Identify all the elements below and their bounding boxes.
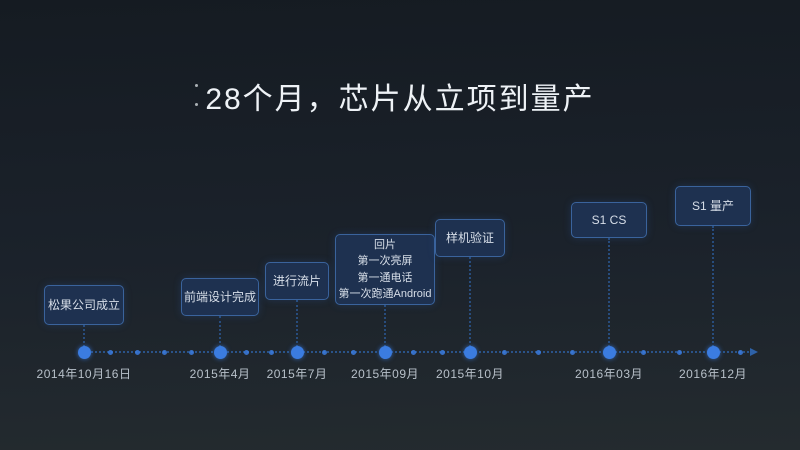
timeline-small-dot xyxy=(243,349,249,355)
milestone-date: 2015年09月 xyxy=(350,367,420,381)
milestone-date: 2014年10月16日 xyxy=(36,367,132,381)
milestone-box: 进行流片 xyxy=(265,262,329,300)
milestone-label-line: 样机验证 xyxy=(445,231,494,245)
timeline-small-dot xyxy=(569,349,575,355)
milestone-date: 2016年03月 xyxy=(574,367,644,381)
timeline-milestone-dot xyxy=(213,345,227,359)
timeline-small-dot xyxy=(535,349,541,355)
milestone-connector-line xyxy=(219,316,221,347)
slide-title: 28个月，芯片从立项到量产 xyxy=(205,83,595,116)
milestone-connector-line xyxy=(83,325,85,347)
timeline-milestone-dot xyxy=(77,345,91,359)
timeline-small-dot xyxy=(676,349,682,355)
milestone-connector-line xyxy=(384,305,386,347)
milestone-label-line: 第一通电话 xyxy=(357,271,413,284)
milestone-connector-line xyxy=(296,300,298,347)
milestone-label-line: 前端设计完成 xyxy=(183,290,256,304)
timeline-small-dot xyxy=(188,349,194,355)
milestone-connector-line xyxy=(712,226,714,347)
timeline-small-dot xyxy=(439,349,445,355)
timeline-small-dot xyxy=(640,349,646,355)
speck-artifact xyxy=(195,103,198,106)
timeline-small-dot xyxy=(350,349,356,355)
milestone-label-line: S1 量产 xyxy=(691,199,734,213)
timeline-small-dot xyxy=(410,349,416,355)
timeline-small-dot xyxy=(161,349,167,355)
timeline-milestone-dot xyxy=(706,345,720,359)
milestone-date: 2015年4月 xyxy=(189,367,251,381)
timeline-small-dot xyxy=(134,349,140,355)
milestone-label-line: 回片 xyxy=(374,238,396,251)
milestone-date: 2015年7月 xyxy=(266,367,328,381)
timeline-small-dot xyxy=(501,349,507,355)
timeline-small-dot xyxy=(268,349,274,355)
milestone-connector-line xyxy=(608,238,610,347)
milestone-box: 前端设计完成 xyxy=(181,278,259,316)
milestone-connector-line xyxy=(469,257,471,347)
milestone-label-line: 第一次亮屏 xyxy=(357,255,413,267)
milestone-box: S1 量产 xyxy=(675,186,751,226)
milestone-date: 2016年12月 xyxy=(678,367,748,381)
speck-artifact xyxy=(195,84,198,87)
timeline-line xyxy=(83,351,749,353)
milestone-label-line: S1 CS xyxy=(591,213,627,227)
milestone-label-line: 进行流片 xyxy=(272,274,321,288)
timeline-small-dot xyxy=(107,349,113,355)
timeline-milestone-dot xyxy=(290,345,304,359)
milestone-box: S1 CS xyxy=(571,202,647,238)
timeline-small-dot xyxy=(737,349,743,355)
milestone-label-line: 松果公司成立 xyxy=(47,298,120,312)
timeline-milestone-dot xyxy=(602,345,616,359)
milestone-date: 2015年10月 xyxy=(435,367,505,381)
milestone-box: 松果公司成立 xyxy=(44,285,124,325)
milestone-box: 样机验证 xyxy=(435,219,505,257)
timeline-small-dot xyxy=(321,349,327,355)
timeline-arrow-icon xyxy=(750,348,758,356)
timeline-milestone-dot xyxy=(378,345,392,359)
milestone-box: 回片第一次亮屏第一通电话第一次跑通Android xyxy=(335,234,435,305)
timeline-milestone-dot xyxy=(463,345,477,359)
milestone-label-line: 第一次跑通Android xyxy=(338,288,432,300)
